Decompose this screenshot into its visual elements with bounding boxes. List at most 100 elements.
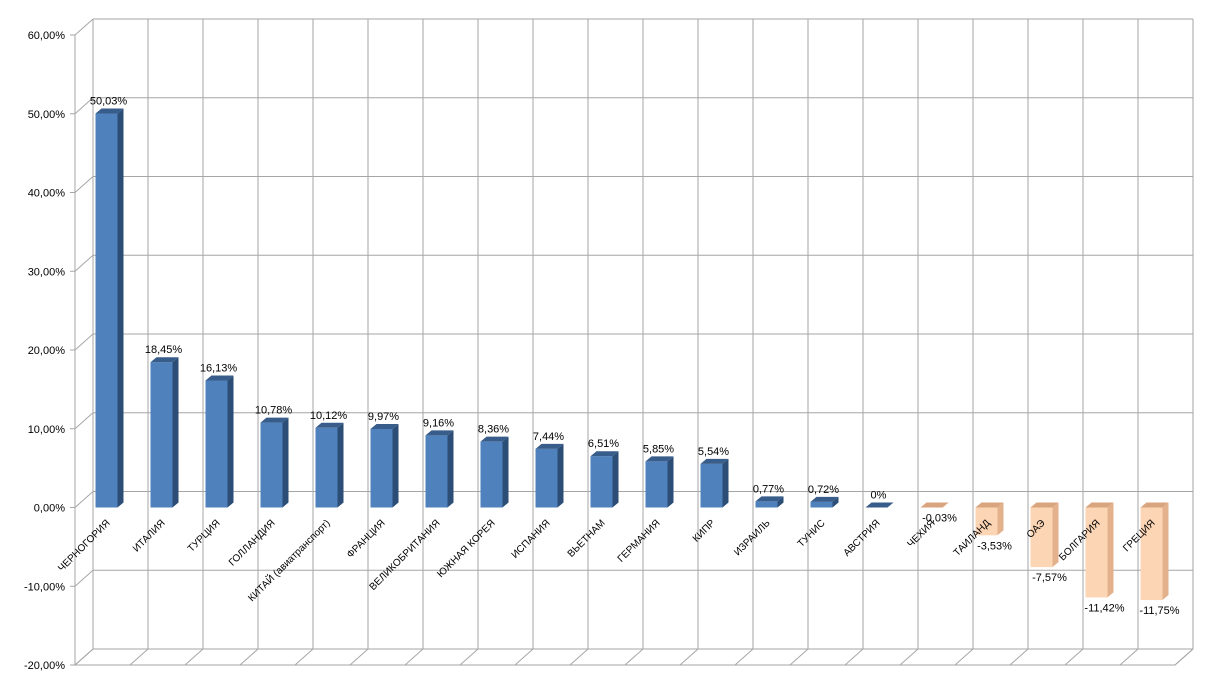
bar-side [1162,502,1169,601]
gridline-h-side [74,254,94,272]
floor-tick [1009,648,1029,666]
bar-18 [1030,502,1059,568]
bar-side [447,430,454,508]
bar-front [645,461,668,508]
bar-front [1030,507,1053,568]
category-label: ВЬЕТНАМ [566,518,608,560]
bar-15 [865,502,894,508]
chart-bars [95,108,1169,601]
bar-front [480,441,503,508]
bar-front [1085,507,1108,598]
data-label: 5,54% [698,446,729,458]
bar-side [722,458,729,508]
data-label: 9,16% [423,417,454,429]
y-tick-label: 50,00% [28,109,66,121]
bar-side [337,422,344,508]
y-tick-label: 30,00% [28,266,66,278]
bar-top [205,375,234,381]
bar-top [590,451,619,457]
data-label: -0,03% [922,513,957,525]
bar-11 [645,456,674,508]
data-label: -7,57% [1032,572,1067,584]
bar-top [1030,502,1059,508]
bar-side [942,502,949,508]
bar-top [480,436,509,442]
bar-side [502,436,509,508]
bar-2 [150,357,179,508]
data-label: 10,78% [255,405,293,417]
bar-front [755,501,778,508]
floor-tick [184,648,204,666]
bar-side [612,451,619,508]
bar-front [260,422,283,508]
floor-tick [239,648,259,666]
bar-top [260,417,289,423]
chart-grid [74,18,1194,666]
bar-side [282,417,289,508]
bar-8 [480,436,509,508]
category-label: ФРАНЦИЯ [345,518,388,561]
bar-top [315,422,344,428]
data-label: 18,45% [145,344,183,356]
bar-6 [370,423,399,508]
bar-front [150,362,173,508]
bar-side [172,357,179,508]
bar-top [810,496,839,502]
gridline-h-side [74,491,94,508]
floor-tick [1174,648,1194,666]
floor-tick [74,648,94,666]
y-tick-label: 0,00% [34,503,65,515]
bar-14 [810,496,839,508]
y-tick-label: -10,00% [24,581,65,593]
bar-side [392,423,399,508]
bar-side [227,375,234,508]
data-label: 7,44% [533,431,564,443]
bar-front [975,507,998,536]
data-label: 0% [871,490,887,502]
bar-side [777,496,784,508]
bar-front [810,501,833,508]
bar-side [667,456,674,508]
bar-front [590,456,613,508]
bar-top [865,502,894,508]
bar-top [1140,502,1169,508]
bar-4 [260,417,289,508]
bar-top [535,443,564,449]
bar-front [700,463,723,508]
bar-side [557,443,564,508]
category-label: ТУРЦИЯ [186,518,223,555]
category-label: ГОЛЛАНДИЯ [227,518,278,569]
bar-16 [920,502,949,508]
bar-side [1107,502,1114,598]
data-label: 50,03% [90,96,128,108]
bar-top [700,458,729,464]
bar-top [425,430,454,436]
category-label: АВСТРИЯ [842,518,883,559]
category-label: ИТАЛИЯ [131,518,168,555]
floor-tick [679,648,699,666]
floor-tick [514,648,534,666]
bar-3 [205,375,234,508]
floor-tick [459,648,479,666]
bar-17 [975,502,1004,536]
category-label: ЧЕРНОГОРИЯ [56,518,112,574]
floor-tick [404,648,424,666]
data-label: 10,12% [310,410,348,422]
data-label: 16,13% [200,362,238,374]
bar-top [95,108,124,114]
data-label: 6,51% [588,438,619,450]
bar-9 [535,443,564,508]
bar-side [1052,502,1059,568]
bar-top [370,423,399,429]
data-label: -11,75% [1139,605,1179,617]
floor-tick [349,648,369,666]
bar-top [645,456,674,462]
y-tick-label: 60,00% [28,30,66,42]
data-label: 0,77% [753,483,784,495]
category-label: КИПР [691,518,718,545]
bar-top [1085,502,1114,508]
floor-tick [954,648,974,666]
category-label: ГЕРМАНИЯ [616,518,663,565]
floor-tick [569,648,589,666]
